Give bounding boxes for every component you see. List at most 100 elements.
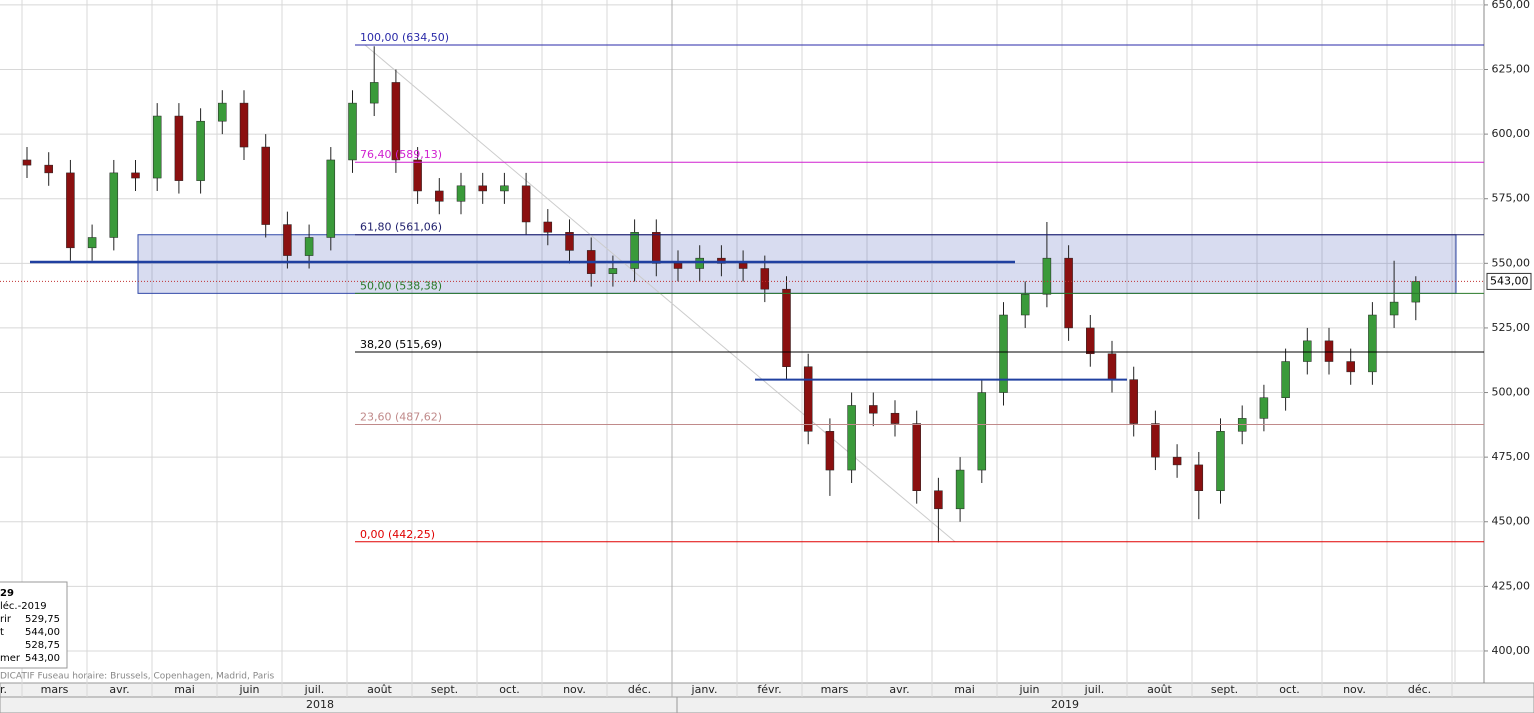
candle-body <box>695 257 704 269</box>
candle-body <box>44 164 53 174</box>
candle-body <box>847 405 856 471</box>
x-tick-label: oct. <box>1279 683 1300 696</box>
x-tick-label: r. <box>0 683 7 696</box>
candle-body <box>652 232 661 264</box>
candle-body <box>369 82 379 104</box>
candle-body <box>131 172 140 179</box>
info-panel <box>0 581 68 669</box>
candle-body <box>152 115 162 179</box>
candle-body <box>413 159 422 192</box>
candle-body <box>782 288 791 367</box>
candle-body <box>760 268 770 290</box>
x-tick-label: avr. <box>889 683 909 696</box>
x-tick-label: déc. <box>628 683 651 696</box>
candle-body <box>435 190 444 202</box>
y-tick-label: 425,00 <box>1492 579 1531 592</box>
candle-body <box>999 314 1008 393</box>
candle-body <box>565 232 574 251</box>
x-tick-label: janv. <box>691 683 718 696</box>
candle-body <box>912 423 921 491</box>
candle-body <box>521 185 531 223</box>
candle-body <box>673 263 683 269</box>
candle-body <box>803 366 813 432</box>
year-label: 2018 <box>306 698 334 711</box>
candle-body <box>1020 294 1030 316</box>
x-tick-label: déc. <box>1408 683 1431 696</box>
candle-body <box>1346 361 1355 373</box>
x-tick-label: juil. <box>1084 683 1105 696</box>
x-tick-label: mai <box>954 683 975 696</box>
candle-body <box>543 221 553 233</box>
x-tick-label: sept. <box>1211 683 1238 696</box>
x-tick-label: nov. <box>563 683 586 696</box>
info-line: mer <box>0 653 21 664</box>
candle-body <box>825 431 835 471</box>
fib-zone <box>137 234 1457 294</box>
info-line: rir <box>0 614 12 625</box>
y-tick-label: 575,00 <box>1492 192 1531 205</box>
x-tick-label: mai <box>174 683 195 696</box>
candle-body <box>109 172 119 238</box>
info-line: 529,75 <box>25 614 60 625</box>
x-tick-label: juin <box>238 683 259 696</box>
y-tick-label: 475,00 <box>1492 450 1531 463</box>
fib-label: 0,00 (442,25) <box>360 528 435 541</box>
candle-body <box>630 232 639 269</box>
candle-body <box>1129 379 1138 424</box>
candle-body <box>304 237 314 256</box>
candle-body <box>1151 423 1160 458</box>
candle-body <box>500 185 509 192</box>
info-line: 543,00 <box>25 653 60 664</box>
candle-body <box>1086 327 1095 355</box>
candle-body <box>1368 314 1377 373</box>
candle-body <box>456 185 466 202</box>
candle-body <box>1194 464 1204 491</box>
x-axis-band <box>0 682 1534 713</box>
candle-body <box>326 159 336 238</box>
y-tick-label: 525,00 <box>1492 321 1531 334</box>
fib-label: 50,00 (538,38) <box>360 279 442 292</box>
candle-body <box>218 102 227 122</box>
price-tag <box>1486 272 1532 290</box>
fib-label: 23,60 (487,62) <box>360 411 442 424</box>
price-tag-label: 543,00 <box>1490 274 1529 287</box>
candle-body <box>87 237 97 249</box>
info-line: 29 <box>0 588 14 599</box>
candle-body <box>1411 281 1421 303</box>
candle-body <box>738 263 748 269</box>
candle-body <box>717 257 726 264</box>
candle-body <box>934 490 943 510</box>
x-tick-label: mars <box>821 683 849 696</box>
candle-body <box>1172 456 1182 466</box>
candle-body <box>174 115 184 181</box>
candle-body <box>261 146 270 225</box>
x-tick-label: févr. <box>757 683 781 696</box>
candle-body <box>1281 361 1290 398</box>
y-tick-label: 625,00 <box>1492 63 1531 76</box>
x-tick-label: mars <box>41 683 69 696</box>
candle-body <box>890 412 900 424</box>
candle-body <box>955 469 965 510</box>
x-tick-label: avr. <box>109 683 129 696</box>
x-tick-label: oct. <box>499 683 520 696</box>
candle-body <box>1042 257 1052 295</box>
info-line: 528,75 <box>25 640 60 651</box>
y-tick-label: 650,00 <box>1492 0 1531 11</box>
x-tick-label: juil. <box>304 683 325 696</box>
candle-body <box>1324 340 1334 362</box>
year-label: 2019 <box>1051 698 1079 711</box>
fib-label: 61,80 (561,06) <box>360 221 442 234</box>
x-tick-label: août <box>367 683 392 696</box>
candle-body <box>1259 397 1269 419</box>
candle-body <box>977 392 987 471</box>
y-tick-label: 550,00 <box>1492 256 1531 269</box>
x-tick-label: août <box>1147 683 1172 696</box>
candle-body <box>608 268 618 274</box>
info-line: léc.-2019 <box>0 600 47 612</box>
x-tick-label: sept. <box>431 683 458 696</box>
candle-body <box>391 82 401 161</box>
candle-body <box>283 224 292 256</box>
info-line: 544,00 <box>25 627 60 638</box>
